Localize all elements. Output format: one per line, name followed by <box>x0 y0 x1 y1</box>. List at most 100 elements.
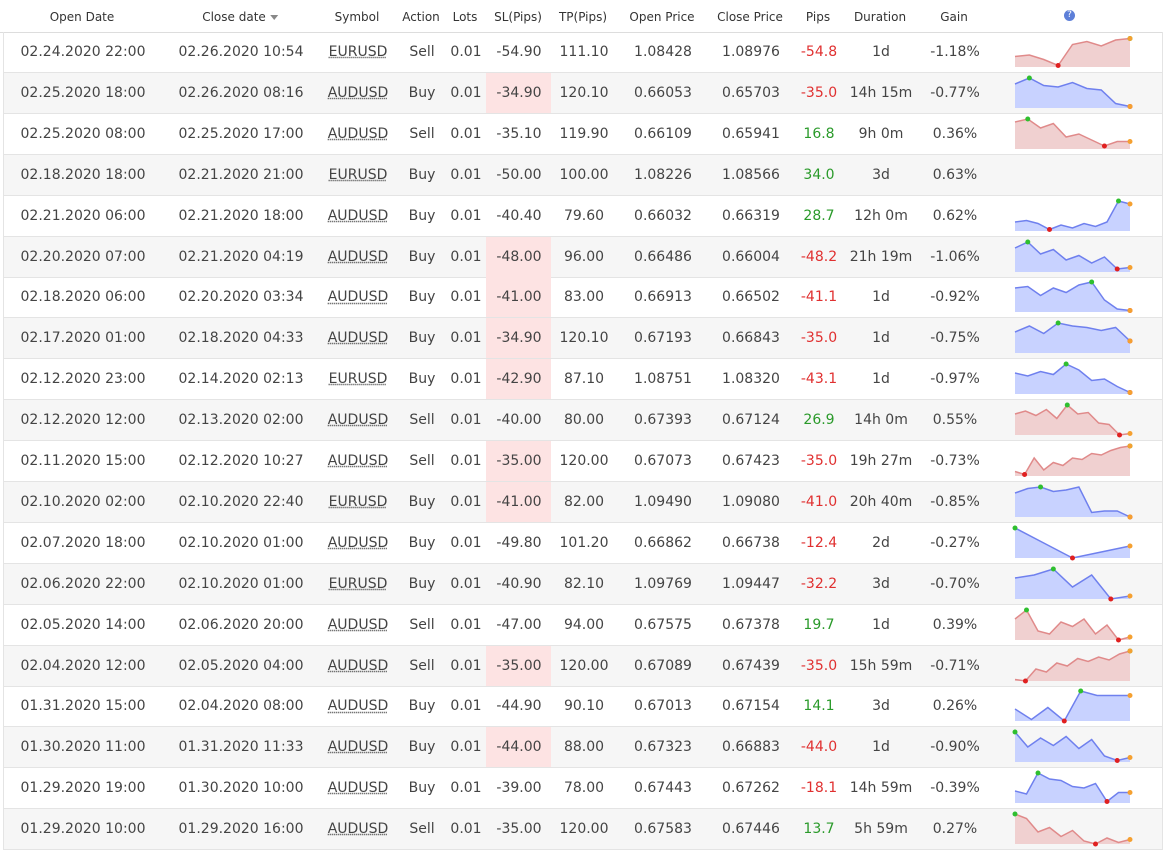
column-header[interactable]: Duration <box>854 0 906 32</box>
table-cell: -41.00 <box>496 289 542 306</box>
symbol-link[interactable]: AUDUSD <box>327 739 389 756</box>
table-cell: -0.71% <box>930 657 980 674</box>
table-cell: 0.67262 <box>722 780 780 797</box>
table-row[interactable]: 02.12.2020 12:00 02.13.2020 02:00 AUDUSD Se… <box>3 400 1163 442</box>
table-row[interactable]: 02.06.2020 22:00 02.10.2020 01:00 EURUSD Bu… <box>3 563 1163 605</box>
table-cell: 02.25.2020 08:00 <box>20 125 146 142</box>
table-row[interactable]: 02.05.2020 14:00 02.06.2020 20:00 AUDUSD Se… <box>3 604 1163 646</box>
table-row[interactable]: 02.18.2020 06:00 02.20.2020 03:34 AUDUSD Bu… <box>3 277 1163 319</box>
table-cell: 0.66109 <box>634 125 692 142</box>
symbol-link[interactable]: AUDUSD <box>327 698 389 715</box>
symbol-link[interactable]: EURUSD <box>328 575 388 592</box>
table-cell: 3d <box>872 698 890 715</box>
column-header[interactable]: Open Date <box>50 0 115 32</box>
column-header[interactable]: TP(Pips) <box>559 0 607 32</box>
table-row[interactable]: 01.30.2020 11:00 01.31.2020 11:33 AUDUSD Bu… <box>3 727 1163 769</box>
symbol-link[interactable]: AUDUSD <box>327 330 389 347</box>
table-row[interactable]: 02.10.2020 02:00 02.10.2020 22:40 EURUSD Bu… <box>3 481 1163 523</box>
table-cell: 0.01 <box>450 698 482 715</box>
sparkline-dot <box>1114 266 1120 271</box>
symbol-link[interactable]: AUDUSD <box>327 534 389 551</box>
table-cell: -40.40 <box>496 207 542 224</box>
table-row[interactable]: 02.12.2020 23:00 02.14.2020 02:13 EURUSD Bu… <box>3 359 1163 401</box>
column-header[interactable]: SL(Pips) <box>494 0 542 32</box>
column-header[interactable]: Close Price <box>717 0 783 32</box>
help-icon[interactable]: ? <box>1064 10 1075 21</box>
table-cell: 0.67393 <box>634 412 692 429</box>
symbol-link[interactable]: AUDUSD <box>327 453 389 469</box>
symbol-link[interactable]: EURUSD <box>328 371 388 388</box>
table-cell: 14h 59m <box>849 780 913 797</box>
symbol-link[interactable]: AUDUSD <box>327 616 389 633</box>
column-header[interactable]: Open Price <box>629 0 694 32</box>
table-cell: 1.08226 <box>634 166 692 183</box>
symbol-link[interactable]: AUDUSD <box>327 657 389 674</box>
table-cell: 1.08566 <box>722 166 780 183</box>
symbol-link[interactable]: EURUSD <box>328 44 388 60</box>
sparkline-dot <box>1117 432 1123 438</box>
column-header[interactable]: Lots <box>453 0 478 32</box>
table-cell: -0.85% <box>930 493 980 510</box>
table-cell: 02.10.2020 02:00 <box>20 493 146 510</box>
table-row[interactable]: 01.29.2020 19:00 01.30.2020 10:00 AUDUSD Bu… <box>3 768 1163 810</box>
table-cell: Sell <box>409 657 435 674</box>
sparkline-area <box>1015 486 1130 517</box>
table-cell: 19.7 <box>803 616 835 633</box>
table-cell: 0.66843 <box>722 330 780 347</box>
table-cell: -0.27% <box>930 534 980 551</box>
table-cell: 1.08428 <box>634 44 692 60</box>
table-row[interactable]: 02.04.2020 12:00 02.05.2020 04:00 AUDUSD Se… <box>3 645 1163 687</box>
sparkline-area <box>1015 527 1130 558</box>
table-cell: Buy <box>408 84 436 101</box>
table-cell: -35.0 <box>800 84 838 101</box>
symbol-link[interactable]: AUDUSD <box>327 412 389 429</box>
symbol-link[interactable]: EURUSD <box>328 166 388 183</box>
table-cell: 1.09447 <box>722 575 780 592</box>
table-cell: 0.67124 <box>722 412 780 429</box>
symbol-link[interactable]: AUDUSD <box>327 289 389 306</box>
table-cell: -41.0 <box>800 493 838 510</box>
table-cell: -47.00 <box>496 616 542 633</box>
sparkline-dot <box>1114 758 1120 764</box>
table-cell: Buy <box>408 493 436 510</box>
sparkline-dot <box>1127 693 1133 699</box>
sparkline-dot <box>1038 484 1044 490</box>
table-row[interactable]: 01.31.2020 15:00 02.04.2020 08:00 AUDUSD Bu… <box>3 686 1163 728</box>
table-cell: -0.39% <box>930 780 980 797</box>
sparkline-dot <box>1127 514 1133 520</box>
sparkline-dot <box>1078 688 1084 694</box>
table-row[interactable]: 02.25.2020 18:00 02.26.2020 08:16 AUDUSD Bu… <box>3 72 1163 114</box>
column-header[interactable]: Close date <box>202 0 278 32</box>
column-header[interactable]: Symbol <box>335 0 380 32</box>
symbol-link[interactable]: AUDUSD <box>327 84 389 101</box>
sl-highlight <box>486 727 551 768</box>
symbol-link[interactable]: AUDUSD <box>327 207 389 224</box>
symbol-link[interactable]: AUDUSD <box>327 821 389 838</box>
table-cell: 02.10.2020 22:40 <box>178 493 304 510</box>
symbol-link[interactable]: AUDUSD <box>327 780 389 797</box>
table-cell: 02.04.2020 12:00 <box>20 657 146 674</box>
table-row[interactable]: 02.21.2020 06:00 02.21.2020 18:00 AUDUSD Bu… <box>3 195 1163 237</box>
table-row[interactable]: 02.17.2020 01:00 02.18.2020 04:33 AUDUSD Bu… <box>3 318 1163 360</box>
table-cell: 120.00 <box>559 821 609 838</box>
table-row[interactable]: 02.25.2020 08:00 02.25.2020 17:00 AUDUSD Se… <box>3 113 1163 155</box>
table-cell: -44.00 <box>496 739 542 756</box>
column-header[interactable]: Action <box>402 0 440 32</box>
table-cell: 1d <box>872 739 890 756</box>
table-cell: -44.0 <box>800 739 838 756</box>
table-row[interactable]: 01.29.2020 10:00 01.29.2020 16:00 AUDUSD Se… <box>3 809 1163 850</box>
table-row[interactable]: 02.11.2020 15:00 02.12.2020 10:27 AUDUSD Se… <box>3 441 1163 482</box>
table-cell: 0.66319 <box>722 207 780 224</box>
table-row[interactable]: 02.20.2020 07:00 02.21.2020 04:19 AUDUSD Bu… <box>3 236 1163 278</box>
symbol-link[interactable]: EURUSD <box>328 493 388 510</box>
table-row[interactable]: 02.07.2020 18:00 02.10.2020 01:00 AUDUSD Bu… <box>3 522 1163 564</box>
table-cell: -49.80 <box>496 534 542 551</box>
symbol-link[interactable]: AUDUSD <box>327 125 389 142</box>
table-row[interactable]: 02.24.2020 22:00 02.26.2020 10:54 EURUSD Se… <box>3 32 1163 73</box>
table-cell: 02.18.2020 18:00 <box>20 166 146 183</box>
table-row[interactable]: 02.18.2020 18:00 02.21.2020 21:00 EURUSD Bu… <box>3 154 1163 196</box>
symbol-link[interactable]: AUDUSD <box>327 248 389 265</box>
column-header[interactable]: Pips <box>806 0 830 32</box>
column-header[interactable]: Gain <box>940 0 968 32</box>
table-cell: -0.92% <box>930 289 980 306</box>
